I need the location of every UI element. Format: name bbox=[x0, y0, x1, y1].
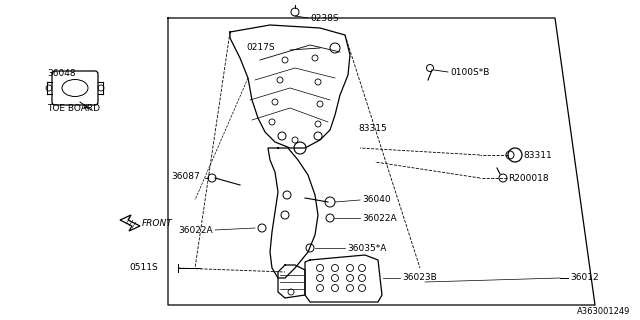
Text: 36087: 36087 bbox=[172, 172, 200, 180]
Text: 36012: 36012 bbox=[570, 274, 598, 283]
Text: 83311: 83311 bbox=[523, 150, 552, 159]
Text: 0217S: 0217S bbox=[246, 43, 275, 52]
Text: 36022A: 36022A bbox=[179, 226, 213, 235]
Text: 36035*A: 36035*A bbox=[347, 244, 387, 252]
Text: 0238S: 0238S bbox=[310, 13, 339, 22]
Text: 36048: 36048 bbox=[47, 68, 76, 77]
Text: TOE BOARD: TOE BOARD bbox=[47, 103, 100, 113]
Text: 0100S*B: 0100S*B bbox=[450, 68, 490, 76]
Text: 36023B: 36023B bbox=[402, 274, 436, 283]
Text: 83315: 83315 bbox=[358, 124, 387, 132]
Text: R200018: R200018 bbox=[508, 173, 548, 182]
Text: A363001249: A363001249 bbox=[577, 308, 630, 316]
Text: 36022A: 36022A bbox=[362, 213, 397, 222]
Text: 0511S: 0511S bbox=[129, 263, 158, 273]
Text: 36040: 36040 bbox=[362, 195, 390, 204]
Text: FRONT: FRONT bbox=[142, 219, 173, 228]
